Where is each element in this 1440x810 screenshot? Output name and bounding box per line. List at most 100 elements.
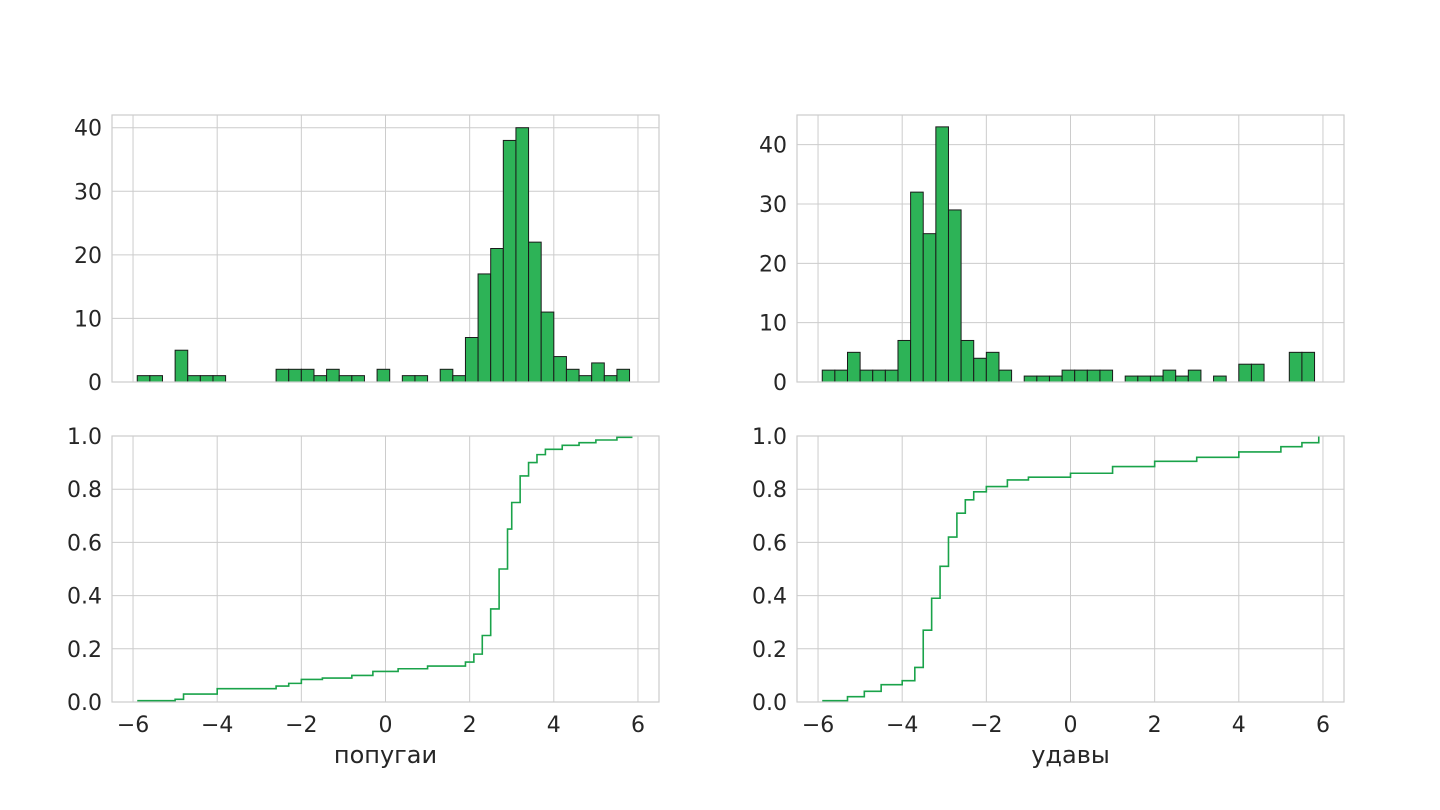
x-tick-label: 4 — [547, 713, 561, 738]
histogram-bar — [288, 368, 302, 383]
histogram-bar — [1162, 369, 1177, 383]
histogram-bar — [998, 369, 1013, 383]
x-axis-label: попугаи — [334, 741, 437, 769]
ecdf-line — [137, 436, 633, 702]
histogram-bar — [1074, 369, 1088, 383]
axes-frame — [796, 435, 1345, 703]
histogram-bar — [578, 375, 593, 383]
histogram-bar — [174, 349, 189, 383]
histogram-bar — [187, 375, 201, 383]
histogram-bar — [922, 233, 937, 383]
histogram-bar — [338, 375, 353, 383]
histogram-bar — [821, 369, 836, 383]
histogram-bar — [1023, 375, 1038, 383]
y-tick-label: 0.6 — [67, 531, 102, 556]
histogram-bar — [1099, 369, 1114, 383]
y-tick-label: 0 — [88, 371, 102, 396]
y-tick-label: 10 — [74, 307, 102, 332]
histogram-bar — [1149, 375, 1164, 383]
histogram-bar — [1137, 375, 1151, 383]
x-tick-label: 4 — [1232, 713, 1246, 738]
histogram-bar — [591, 362, 605, 383]
y-tick-label: 0 — [773, 371, 787, 396]
histogram-bar — [540, 311, 555, 383]
histogram-bar — [846, 351, 861, 383]
histogram-bar — [199, 375, 214, 383]
y-tick-label: 20 — [74, 244, 102, 269]
histogram-bar — [515, 127, 530, 383]
histogram-bar — [884, 369, 899, 383]
histogram-bar — [1086, 369, 1101, 383]
y-tick-label: 1.0 — [67, 425, 102, 450]
histogram-bar — [1213, 375, 1227, 383]
x-tick-label: −4 — [201, 713, 233, 738]
histogram-bar — [985, 351, 1000, 383]
histogram-bar — [401, 375, 416, 383]
y-tick-label: 10 — [759, 312, 787, 337]
histogram-bar — [935, 126, 949, 383]
histogram-bar — [1187, 369, 1202, 383]
histogram-bar — [859, 369, 874, 383]
histogram-bar — [464, 337, 479, 383]
x-tick-label: 6 — [1316, 713, 1330, 738]
histogram-bar — [565, 368, 580, 383]
histogram-bar — [603, 375, 618, 383]
histogram-bar — [910, 191, 924, 383]
x-tick-label: 0 — [1064, 713, 1078, 738]
histogram-bar — [1301, 351, 1316, 383]
y-tick-label: 0.8 — [752, 478, 787, 503]
x-tick-label: −6 — [802, 713, 834, 738]
x-tick-label: −4 — [886, 713, 918, 738]
histogram-bar — [616, 368, 631, 383]
x-tick-label: −2 — [970, 713, 1002, 738]
histogram-bar — [351, 375, 365, 383]
histogram-bar — [528, 241, 542, 383]
y-tick-label: 40 — [759, 134, 787, 159]
histogram-bar — [553, 356, 567, 383]
histogram-bar — [502, 139, 517, 383]
histogram-bar — [960, 339, 975, 383]
x-tick-label: −6 — [117, 713, 149, 738]
histogram-bar — [300, 368, 315, 383]
histogram-bar — [1124, 375, 1139, 383]
histogram-bar — [834, 369, 848, 383]
histogram-bar — [1238, 363, 1252, 383]
histogram-bar — [897, 339, 912, 383]
y-tick-label: 0.8 — [67, 478, 102, 503]
histogram-bar — [414, 375, 429, 383]
histogram-bar — [1061, 369, 1076, 383]
y-tick-label: 0.4 — [752, 585, 787, 610]
x-tick-label: 2 — [1148, 713, 1162, 738]
x-tick-label: 2 — [463, 713, 477, 738]
histogram-bar — [149, 375, 163, 383]
histogram-bar — [1048, 375, 1063, 383]
y-tick-label: 20 — [759, 252, 787, 277]
histogram-bar — [326, 368, 340, 383]
histogram-bar — [376, 368, 391, 383]
y-tick-label: 1.0 — [752, 425, 787, 450]
y-tick-label: 30 — [759, 193, 787, 218]
x-tick-label: −2 — [285, 713, 317, 738]
histogram-bar — [136, 375, 151, 383]
ecdf-left-panel: 0.0 0.2 0.4 0.6 0.8 1.0 −6 −4 −2 0 2 4 6 попугаи — [67, 425, 660, 769]
histogram-bar — [452, 375, 466, 383]
x-tick-label: 0 — [379, 713, 393, 738]
histogram-bar — [490, 248, 504, 383]
histogram-bar — [1288, 351, 1303, 383]
x-axis-label: удавы — [1031, 741, 1110, 769]
y-tick-label: 0.2 — [752, 638, 787, 663]
histogram-bar — [439, 368, 454, 383]
axes-frame — [111, 114, 660, 383]
ecdf-right-panel: 0.0 0.2 0.4 0.6 0.8 1.0 −6 −4 −2 0 2 4 6 удавы — [752, 425, 1345, 769]
axes-frame — [111, 435, 660, 703]
ecdf-line — [822, 436, 1320, 702]
y-tick-label: 30 — [74, 180, 102, 205]
histogram-bar — [1036, 375, 1050, 383]
histogram-bar — [313, 375, 328, 383]
histogram-bar — [1175, 375, 1189, 383]
axes-frame — [796, 114, 1345, 383]
y-tick-label: 0.2 — [67, 638, 102, 663]
histogram-right-panel: 0 10 20 30 40 — [759, 114, 1345, 396]
histogram-bar — [477, 273, 492, 383]
